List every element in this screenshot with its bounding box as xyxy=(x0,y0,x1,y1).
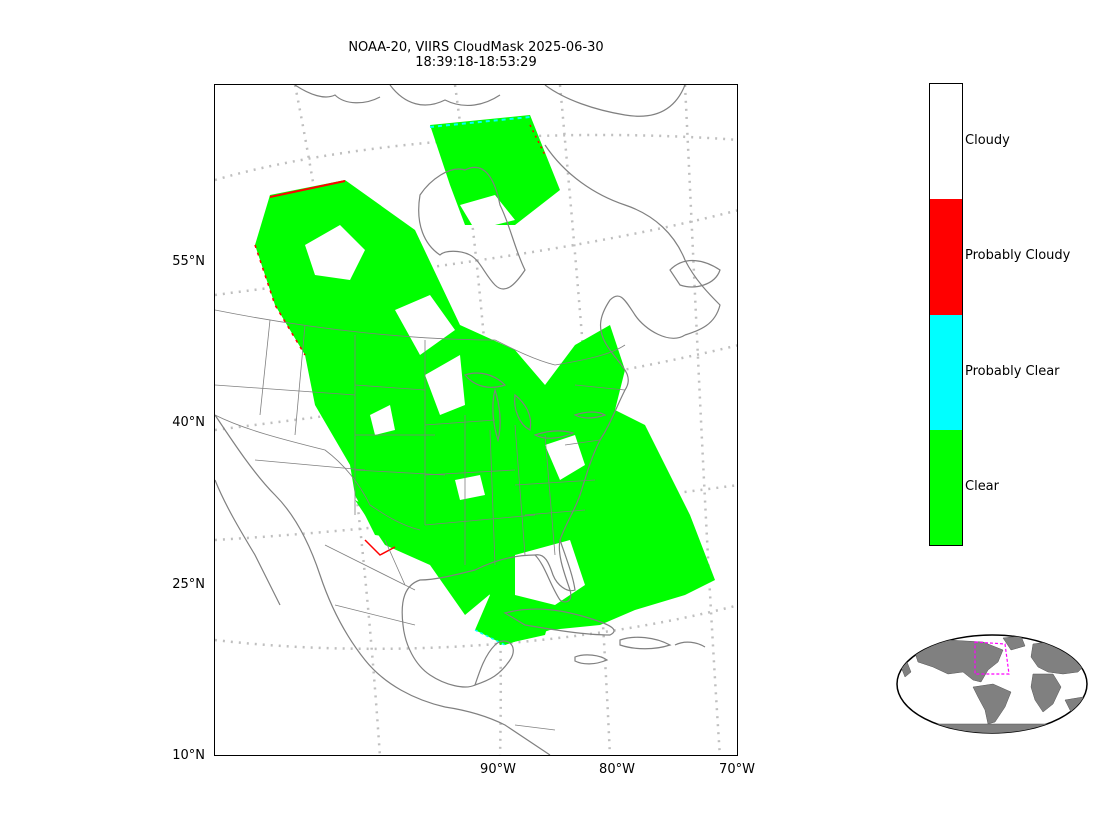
state-border xyxy=(574,384,626,391)
map-title: NOAA-20, VIIRS CloudMask 2025-06-30 18:3… xyxy=(214,40,738,70)
colorbar-segment-probably-clear xyxy=(930,314,962,430)
africa-land xyxy=(1030,673,1062,713)
lat-label-40: 40°N xyxy=(172,415,205,430)
state-border xyxy=(489,429,496,566)
hudson-bay-coast xyxy=(418,166,526,290)
lat-label-55: 55°N xyxy=(172,254,205,269)
state-border xyxy=(354,384,426,391)
colorbar-segment-probably-cloudy xyxy=(930,199,962,315)
arctic-coast xyxy=(389,85,501,107)
lat-label-10: 10°N xyxy=(172,748,205,763)
lake-ontario xyxy=(573,411,607,419)
labrador-coast xyxy=(544,144,721,336)
title-line-1: NOAA-20, VIIRS CloudMask 2025-06-30 xyxy=(348,40,604,55)
graticule-lat-line xyxy=(215,133,737,182)
map-canvas xyxy=(215,85,737,755)
gulf-coast xyxy=(401,554,536,688)
mexico-west-coast xyxy=(215,414,446,708)
cloud-mask-clear xyxy=(255,115,715,645)
gulf-st-lawrence-coast xyxy=(600,295,686,391)
lake-huron xyxy=(514,393,532,431)
political-borders xyxy=(215,309,626,731)
mexico-state-border xyxy=(384,539,406,586)
us-canada-border xyxy=(215,309,626,366)
coastlines xyxy=(215,85,721,755)
us-mexico-border xyxy=(215,414,421,531)
puerto-rico-coast xyxy=(674,641,706,648)
state-border xyxy=(424,419,496,426)
coverage-box xyxy=(974,641,1010,675)
greenland-land xyxy=(1002,635,1026,651)
colorbar-label-probably-clear: Probably Clear xyxy=(965,364,1060,379)
colorbar-label-cloudy: Cloudy xyxy=(965,133,1010,148)
state-border xyxy=(564,439,601,446)
central-america-coast xyxy=(444,706,551,755)
state-border xyxy=(544,434,556,556)
state-border xyxy=(254,459,366,471)
graticule-lon-line xyxy=(293,85,382,755)
hispaniola-coast xyxy=(619,636,672,650)
arctic-coast xyxy=(544,85,686,117)
graticule-lon-line xyxy=(683,85,722,755)
jamaica-coast xyxy=(574,654,609,665)
state-border xyxy=(524,509,586,516)
state-border xyxy=(424,469,516,476)
lon-label-90w: 90°W xyxy=(480,762,516,777)
state-border xyxy=(215,384,356,396)
antarctica-land xyxy=(902,723,1084,733)
yucatan-coast xyxy=(474,640,514,686)
cloud-mask-edge-artifacts xyxy=(254,116,546,646)
newfoundland-coast xyxy=(669,260,721,288)
colorbar-segment-clear xyxy=(930,429,962,545)
colorbar-segment-cloudy xyxy=(930,84,962,200)
colorbar-label-probably-cloudy: Probably Cloudy xyxy=(965,248,1071,263)
arctic-coast xyxy=(294,85,381,104)
lat-label-25: 25°N xyxy=(172,577,205,592)
inset-world-map xyxy=(896,634,1088,734)
state-border xyxy=(514,479,596,486)
lon-label-80w: 80°W xyxy=(599,762,635,777)
lake-superior xyxy=(463,372,507,388)
central-america-border xyxy=(514,724,556,731)
baja-coast xyxy=(215,479,281,606)
state-border xyxy=(294,324,306,436)
main-map xyxy=(214,84,738,756)
cloud-mask-cloudy xyxy=(305,195,585,605)
title-line-2: 18:39:18-18:53:29 xyxy=(415,55,537,70)
state-border xyxy=(514,424,526,556)
cuba-coast xyxy=(503,608,615,636)
state-border xyxy=(424,514,536,526)
mexico-state-border xyxy=(324,544,416,591)
state-border xyxy=(354,469,446,476)
florida-coast xyxy=(534,539,576,592)
lon-label-70w: 70°W xyxy=(719,762,755,777)
mexico-state-border xyxy=(334,604,416,626)
state-border xyxy=(259,319,271,416)
south-america-land xyxy=(972,683,1012,725)
colorbar-label-clear: Clear xyxy=(965,479,999,494)
colorbar xyxy=(929,83,963,546)
graticule-lat-line xyxy=(215,604,737,651)
lake-michigan xyxy=(492,387,501,443)
